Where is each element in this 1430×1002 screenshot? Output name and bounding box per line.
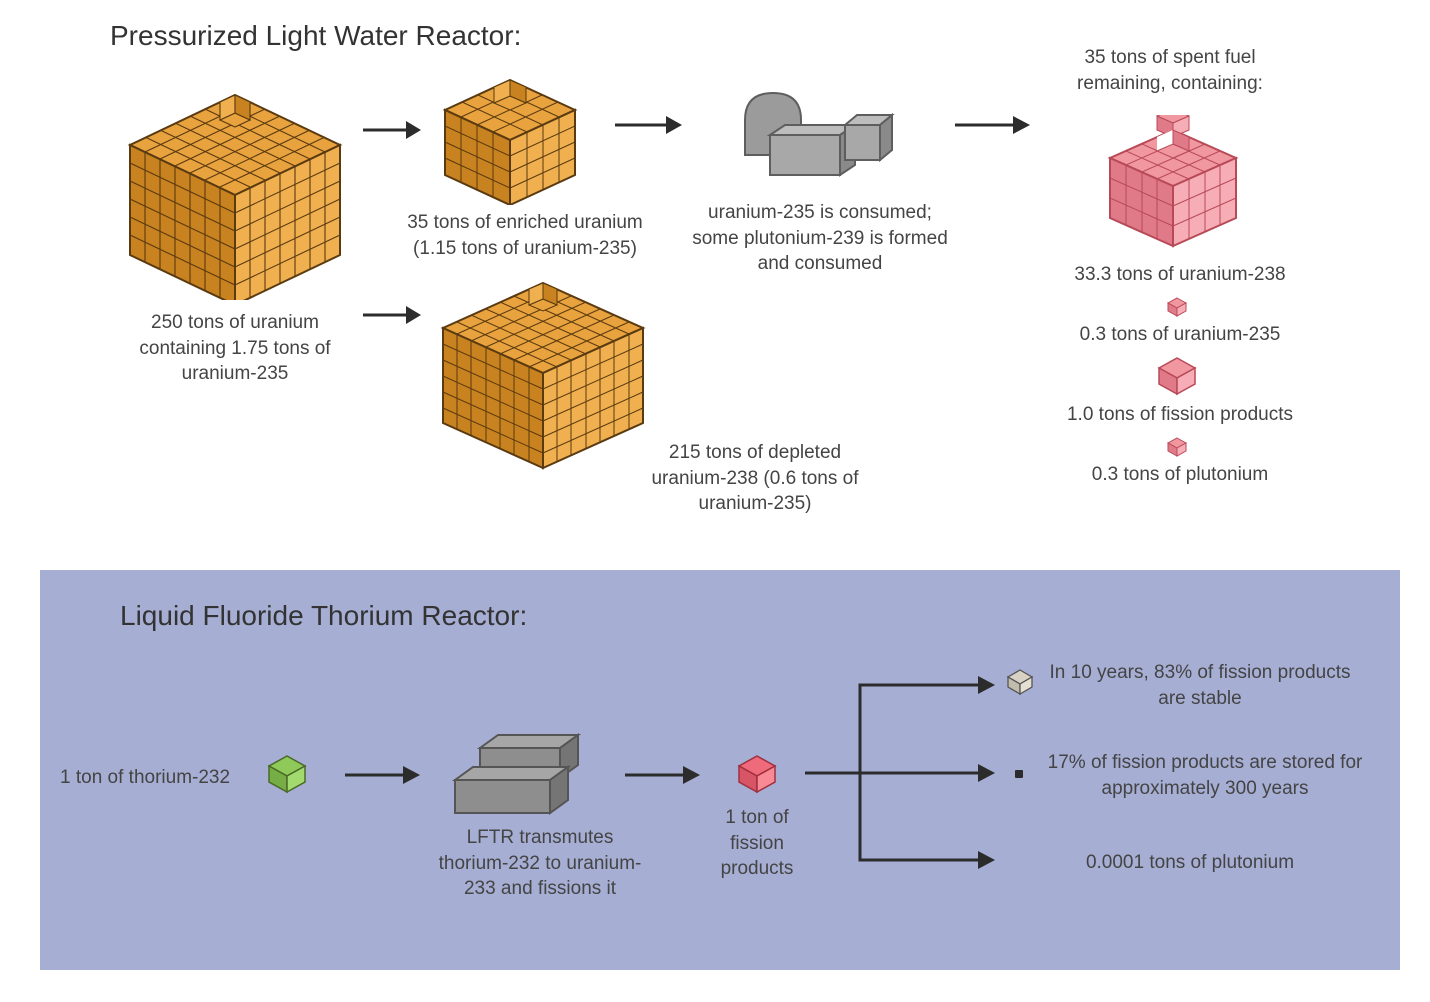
pwr-spent-title: 35 tons of spent fuel remaining, contain… xyxy=(1040,45,1300,96)
branch-arrows xyxy=(800,665,1010,885)
pwr-out4: 0.3 tons of plutonium xyxy=(1060,462,1300,488)
lftr-reactor-icon xyxy=(450,730,620,820)
arrow-icon xyxy=(340,760,430,790)
lftr-out2: 17% of fission products are stored for a… xyxy=(1040,750,1370,801)
arrow-icon xyxy=(620,760,710,790)
pwr-input-label: 250 tons of uranium containing 1.75 tons… xyxy=(120,310,350,387)
lftr-reactor-label: LFTR transmutes thorium-232 to uranium-2… xyxy=(435,825,645,902)
lftr-input-label: 1 ton of thorium-232 xyxy=(60,765,260,791)
arrow-icon xyxy=(358,115,428,145)
lftr-panel: Liquid Fluoride Thorium Reactor: 1 ton o… xyxy=(40,570,1400,970)
pwr-tiny-cube-1 xyxy=(1166,296,1188,318)
pwr-reactor-label: uranium-235 is consumed; some plutonium-… xyxy=(690,200,950,277)
arrow-icon xyxy=(610,110,690,140)
arrow-icon xyxy=(950,110,1040,140)
pwr-title: Pressurized Light Water Reactor: xyxy=(110,20,521,52)
lftr-thorium-cube xyxy=(265,753,309,795)
pwr-depleted-label: 215 tons of depleted uranium-238 (0.6 to… xyxy=(640,440,870,517)
lftr-out1: In 10 years, 83% of fission products are… xyxy=(1045,660,1355,711)
lftr-out-dot xyxy=(1015,770,1023,778)
lftr-fp-cube xyxy=(735,753,779,795)
pwr-depleted-cube xyxy=(435,275,655,475)
pwr-panel: Pressurized Light Water Reactor: xyxy=(80,10,1370,550)
pwr-input-cube xyxy=(120,85,350,300)
pwr-out2: 0.3 tons of uranium-235 xyxy=(1060,322,1300,348)
pwr-out3: 1.0 tons of fission products xyxy=(1040,402,1320,428)
pwr-reactor-icon xyxy=(715,85,905,185)
lftr-fp-label: 1 ton of fission products xyxy=(702,805,812,882)
lftr-title: Liquid Fluoride Thorium Reactor: xyxy=(120,600,527,632)
lftr-out3: 0.0001 tons of plutonium xyxy=(1050,850,1330,876)
pwr-out1: 33.3 tons of uranium-238 xyxy=(1060,262,1300,288)
pwr-enriched-label: 35 tons of enriched uranium (1.15 tons o… xyxy=(400,210,650,261)
pwr-tiny-cube-2 xyxy=(1166,436,1188,458)
lftr-out-cube-1 xyxy=(1005,668,1035,696)
pwr-enriched-cube xyxy=(440,75,580,205)
arrow-icon xyxy=(358,300,428,330)
pwr-med-cube xyxy=(1155,355,1199,397)
pwr-spent-cube xyxy=(1105,115,1245,250)
